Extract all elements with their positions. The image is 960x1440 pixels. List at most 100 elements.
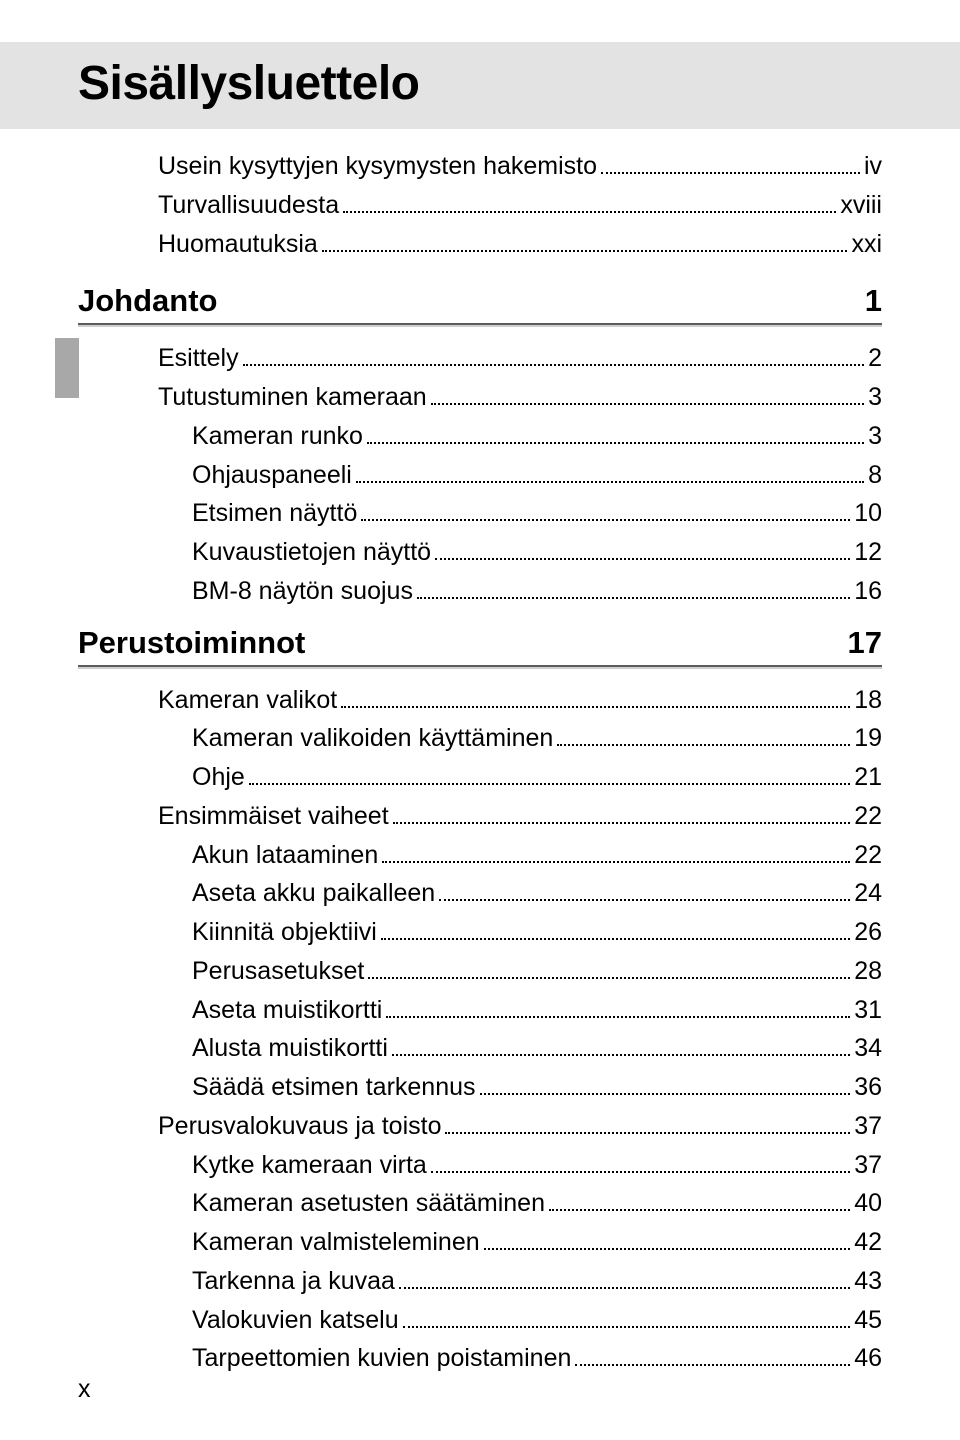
- leader-dots: [439, 899, 850, 901]
- section-rule: [78, 665, 882, 669]
- leader-dots: [322, 250, 848, 252]
- leader-dots: [575, 1364, 850, 1366]
- toc-entry-page: 31: [854, 991, 882, 1030]
- toc-entry-page: 19: [854, 719, 882, 758]
- toc-entry-label: Alusta muistikortti: [192, 1029, 388, 1068]
- toc-entry: Tarpeettomien kuvien poistaminen 46: [158, 1339, 882, 1378]
- toc-entry-page: xxi: [851, 225, 882, 264]
- toc-entry: Kytke kameraan virta 37: [158, 1146, 882, 1185]
- toc-entry: Kuvaustietojen näyttö 12: [158, 533, 882, 572]
- toc-entry: Kameran valikot 18: [158, 681, 882, 720]
- section-heading-page: 17: [848, 625, 882, 661]
- toc-entry-page: 36: [854, 1068, 882, 1107]
- toc-entry: Kameran valikoiden käyttäminen 19: [158, 719, 882, 758]
- toc-entry: Kameran asetusten säätäminen 40: [158, 1184, 882, 1223]
- leader-dots: [382, 861, 850, 863]
- toc-entry-label: Kameran valikot: [158, 681, 337, 720]
- section-heading: Johdanto1: [78, 283, 882, 319]
- leader-dots: [368, 977, 850, 979]
- toc-entry-label: Aseta muistikortti: [192, 991, 382, 1030]
- toc-entry-label: Ensimmäiset vaiheet: [158, 797, 389, 836]
- leader-dots: [435, 558, 850, 560]
- toc-entry: Akun lataaminen 22: [158, 836, 882, 875]
- page-number: x: [78, 1375, 91, 1404]
- leader-dots: [356, 481, 864, 483]
- leader-dots: [386, 1016, 850, 1018]
- toc-entry-page: 3: [868, 378, 882, 417]
- toc-entry: Aseta akku paikalleen 24: [158, 874, 882, 913]
- toc-entry-page: 45: [854, 1301, 882, 1340]
- toc-entry: Kameran runko 3: [158, 417, 882, 456]
- leader-dots: [381, 938, 850, 940]
- toc-entry-label: Tarkenna ja kuvaa: [192, 1262, 395, 1301]
- toc-entry: Tutustuminen kameraan 3: [158, 378, 882, 417]
- toc-entry-page: 34: [854, 1029, 882, 1068]
- toc-entry: Usein kysyttyjen kysymysten hakemisto iv: [158, 147, 882, 186]
- toc-entry-page: 42: [854, 1223, 882, 1262]
- leader-dots: [249, 783, 850, 785]
- toc-entry: Perusvalokuvaus ja toisto 37: [158, 1107, 882, 1146]
- section-heading-page: 1: [865, 283, 882, 319]
- toc-entry-page: 3: [868, 417, 882, 456]
- toc-entry: Kameran valmisteleminen 42: [158, 1223, 882, 1262]
- toc-entry-label: Huomautuksia: [158, 225, 318, 264]
- leader-dots: [343, 211, 836, 213]
- toc-entry-label: Kuvaustietojen näyttö: [192, 533, 431, 572]
- leader-dots: [341, 706, 850, 708]
- toc-entry-label: BM-8 näytön suojus: [192, 572, 413, 611]
- toc-entry-page: 46: [854, 1339, 882, 1378]
- side-tab: [55, 338, 79, 398]
- section-heading: Perustoiminnot17: [78, 625, 882, 661]
- toc-entry: Ensimmäiset vaiheet 22: [158, 797, 882, 836]
- toc-entry: Tarkenna ja kuvaa 43: [158, 1262, 882, 1301]
- toc-entry-label: Esittely: [158, 339, 239, 378]
- toc-entry-page: 24: [854, 874, 882, 913]
- toc-entry-label: Akun lataaminen: [192, 836, 378, 875]
- toc-entry-label: Säädä etsimen tarkennus: [192, 1068, 476, 1107]
- toc-entry-label: Kameran valmisteleminen: [192, 1223, 480, 1262]
- section-heading-label: Johdanto: [78, 283, 865, 319]
- toc-entry: Perusasetukset 28: [158, 952, 882, 991]
- leader-dots: [399, 1287, 850, 1289]
- leader-dots: [601, 172, 860, 174]
- toc-entry: Esittely 2: [158, 339, 882, 378]
- section-body: Kameran valikot 18Kameran valikoiden käy…: [78, 681, 882, 1379]
- leader-dots: [431, 1171, 850, 1173]
- toc-entry-page: 22: [854, 797, 882, 836]
- leader-dots: [367, 442, 864, 444]
- toc-entry: Huomautuksia xxi: [158, 225, 882, 264]
- toc-entry-label: Perusasetukset: [192, 952, 364, 991]
- toc-entry-page: iv: [864, 147, 882, 186]
- leader-dots: [417, 597, 850, 599]
- toc-entry-label: Kiinnitä objektiivi: [192, 913, 377, 952]
- toc-entry: Kiinnitä objektiivi 26: [158, 913, 882, 952]
- toc-entry: Ohjauspaneeli 8: [158, 456, 882, 495]
- toc-entry-page: 37: [854, 1146, 882, 1185]
- toc-entry-page: 2: [868, 339, 882, 378]
- toc-entry: Alusta muistikortti 34: [158, 1029, 882, 1068]
- section-body: Esittely 2Tutustuminen kameraan 3Kameran…: [78, 339, 882, 610]
- toc-entry-page: 28: [854, 952, 882, 991]
- leader-dots: [557, 744, 850, 746]
- toc-entry-page: 8: [868, 456, 882, 495]
- leader-dots: [549, 1209, 850, 1211]
- toc-entry-page: 37: [854, 1107, 882, 1146]
- leader-dots: [431, 403, 864, 405]
- leader-dots: [484, 1248, 851, 1250]
- toc-entry-page: xviii: [840, 186, 882, 225]
- toc-entry-label: Kameran valikoiden käyttäminen: [192, 719, 553, 758]
- toc-entry-page: 40: [854, 1184, 882, 1223]
- leader-dots: [361, 519, 850, 521]
- toc-entry-page: 22: [854, 836, 882, 875]
- toc-entry-page: 18: [854, 681, 882, 720]
- toc-entry-label: Kameran asetusten säätäminen: [192, 1184, 545, 1223]
- toc-entry: Säädä etsimen tarkennus 36: [158, 1068, 882, 1107]
- toc-entry-label: Aseta akku paikalleen: [192, 874, 435, 913]
- toc-entry-page: 21: [854, 758, 882, 797]
- leader-dots: [403, 1326, 851, 1328]
- toc-entry-label: Usein kysyttyjen kysymysten hakemisto: [158, 147, 597, 186]
- toc-entry-label: Ohjauspaneeli: [192, 456, 352, 495]
- toc-entry-page: 12: [854, 533, 882, 572]
- toc-entry-label: Tutustuminen kameraan: [158, 378, 427, 417]
- toc-entry-page: 10: [854, 494, 882, 533]
